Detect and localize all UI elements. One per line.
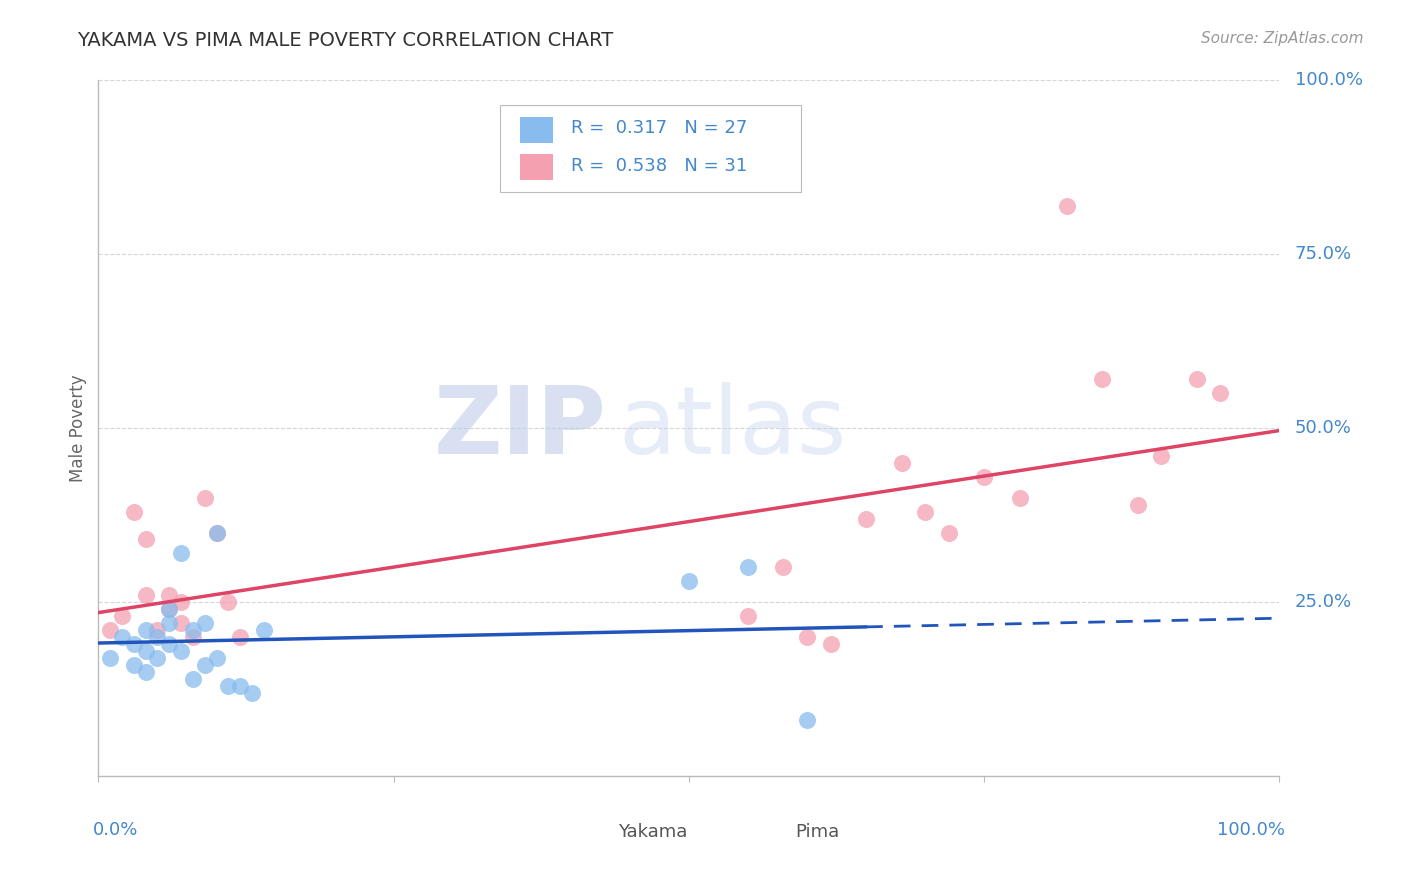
Point: [122, 657, 145, 672]
Point: [146, 623, 169, 637]
Text: 25.0%: 25.0%: [1295, 593, 1353, 611]
Text: R =  0.317   N = 27: R = 0.317 N = 27: [571, 120, 747, 137]
Point: [157, 588, 180, 602]
Point: [205, 525, 228, 540]
Text: atlas: atlas: [619, 382, 846, 475]
Point: [122, 637, 145, 651]
Point: [1126, 498, 1149, 512]
FancyBboxPatch shape: [501, 104, 801, 192]
Point: [1150, 449, 1173, 463]
Point: [135, 644, 157, 658]
Point: [1008, 491, 1031, 505]
Point: [135, 588, 157, 602]
Point: [205, 525, 228, 540]
Point: [122, 505, 145, 519]
Point: [820, 637, 842, 651]
Point: [157, 615, 180, 630]
Point: [1056, 198, 1078, 212]
Point: [135, 665, 157, 679]
Text: 0.0%: 0.0%: [93, 822, 138, 839]
Point: [98, 650, 121, 665]
Text: 50.0%: 50.0%: [1295, 419, 1351, 437]
Text: 75.0%: 75.0%: [1295, 245, 1353, 263]
Point: [157, 602, 180, 616]
Text: 100.0%: 100.0%: [1295, 71, 1362, 89]
Point: [135, 623, 157, 637]
Point: [111, 630, 134, 644]
Point: [1091, 372, 1114, 386]
Point: [181, 630, 204, 644]
Point: [194, 615, 217, 630]
Point: [157, 637, 180, 651]
Point: [181, 623, 204, 637]
Point: [217, 595, 239, 609]
Point: [678, 574, 700, 589]
Bar: [520, 153, 553, 180]
Point: [890, 456, 912, 470]
Bar: [576, 818, 606, 842]
Y-axis label: Male Poverty: Male Poverty: [69, 375, 87, 482]
Text: Yakama: Yakama: [619, 822, 688, 840]
Point: [146, 650, 169, 665]
Point: [111, 609, 134, 624]
Point: [170, 595, 193, 609]
Point: [135, 533, 157, 547]
Point: [938, 525, 960, 540]
Point: [229, 679, 252, 693]
Point: [170, 644, 193, 658]
Text: YAKAMA VS PIMA MALE POVERTY CORRELATION CHART: YAKAMA VS PIMA MALE POVERTY CORRELATION …: [77, 31, 613, 50]
Point: [170, 546, 193, 560]
Point: [772, 560, 794, 574]
Point: [157, 602, 180, 616]
Point: [796, 630, 818, 644]
Text: 100.0%: 100.0%: [1218, 822, 1285, 839]
Point: [914, 505, 936, 519]
Bar: [520, 117, 553, 144]
Point: [181, 672, 204, 686]
Point: [737, 609, 759, 624]
Point: [240, 685, 263, 699]
Point: [229, 630, 252, 644]
Point: [737, 560, 759, 574]
Point: [194, 657, 217, 672]
Text: Source: ZipAtlas.com: Source: ZipAtlas.com: [1201, 31, 1364, 46]
Point: [253, 623, 276, 637]
Point: [170, 615, 193, 630]
Point: [98, 623, 121, 637]
Point: [1185, 372, 1208, 386]
Point: [205, 650, 228, 665]
Bar: [754, 818, 783, 842]
Point: [146, 630, 169, 644]
Point: [194, 491, 217, 505]
Point: [973, 470, 995, 484]
Text: Pima: Pima: [796, 822, 839, 840]
Point: [796, 714, 818, 728]
Point: [217, 679, 239, 693]
Point: [855, 511, 877, 525]
Text: R =  0.538   N = 31: R = 0.538 N = 31: [571, 157, 747, 175]
Point: [1209, 386, 1232, 401]
Text: ZIP: ZIP: [433, 382, 606, 475]
